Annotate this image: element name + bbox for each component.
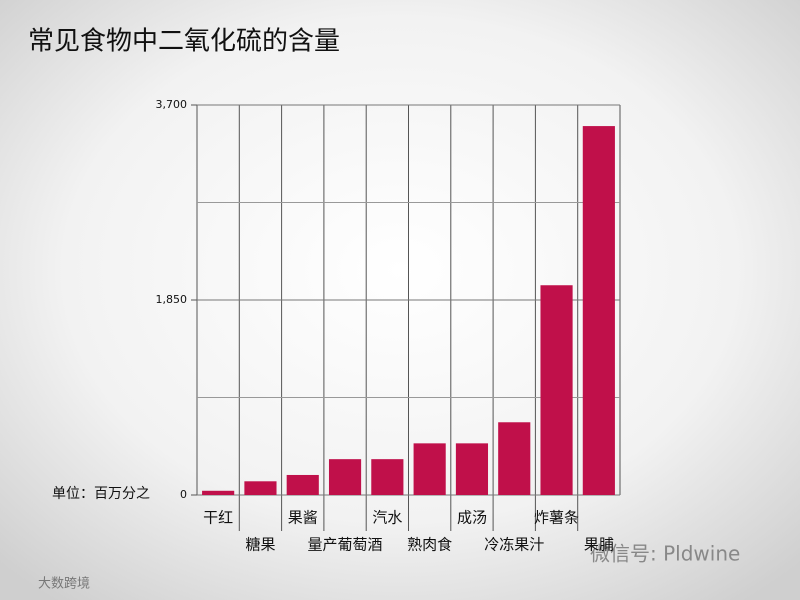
bar xyxy=(328,459,362,495)
watermark: 大数跨境 xyxy=(38,577,90,592)
x-tick-label: 汽水 xyxy=(372,509,402,527)
x-tick-label: 干红 xyxy=(203,509,233,527)
x-tick-label: 冷冻果汁 xyxy=(484,536,544,554)
bar xyxy=(286,474,319,495)
bar xyxy=(455,443,489,495)
bar xyxy=(371,459,404,495)
y-tick-label: 3,700 xyxy=(156,98,188,111)
bar xyxy=(498,422,531,495)
bar xyxy=(582,126,615,495)
x-tick-label: 果脯 xyxy=(584,536,614,554)
bar xyxy=(413,443,446,495)
x-tick-label: 熟肉食 xyxy=(407,536,452,554)
x-tick-label: 炸薯条 xyxy=(534,509,579,527)
bar xyxy=(244,481,277,495)
chart-title: 常见食物中二氧化硫的含量 xyxy=(28,27,340,57)
watermark: 微信号: Pldwine xyxy=(590,542,740,566)
x-tick-label: 果酱 xyxy=(288,509,318,527)
unit-label: 单位：百万分之 xyxy=(52,486,150,502)
x-tick-label: 成汤 xyxy=(457,509,487,527)
bar xyxy=(202,490,235,495)
bar xyxy=(540,285,573,495)
x-tick-label: 糖果 xyxy=(245,536,275,554)
y-tick-label: 0 xyxy=(180,488,187,501)
y-tick-label: 1,850 xyxy=(156,293,188,306)
x-tick-label: 量产葡萄酒 xyxy=(308,536,383,554)
